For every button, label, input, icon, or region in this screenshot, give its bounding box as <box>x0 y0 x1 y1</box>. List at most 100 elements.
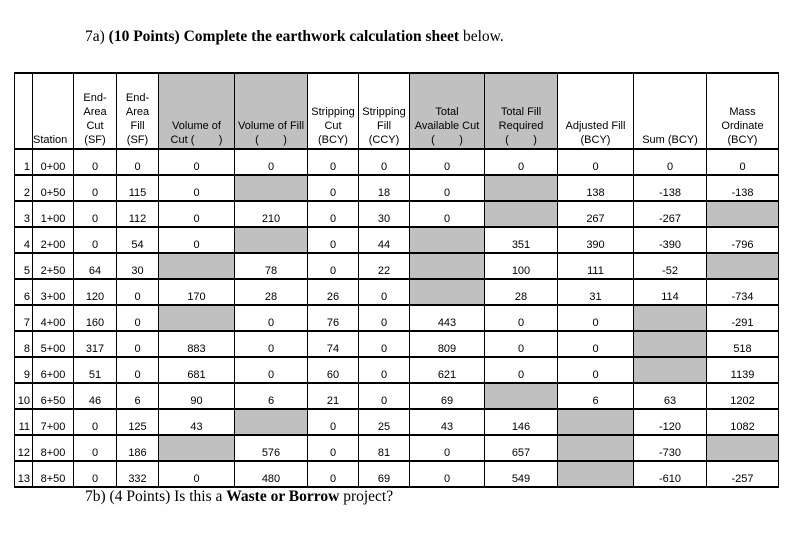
row-number: 6 <box>14 278 33 306</box>
table-cell: 0 <box>557 304 634 332</box>
table-cell: 576 <box>234 434 308 462</box>
row-number: 13 <box>14 460 33 488</box>
table-cell: 0 <box>358 278 410 306</box>
table-cell: 0 <box>158 200 235 228</box>
table-cell: 100 <box>484 252 558 280</box>
table-cell: 2+50 <box>32 252 74 280</box>
shaded-blank-cell <box>158 304 235 332</box>
table-cell: 0 <box>706 148 779 176</box>
column-header: Mass Ordinate (BCY) <box>706 72 779 150</box>
table-cell: 31 <box>557 278 634 306</box>
shaded-blank-cell <box>484 174 558 202</box>
table-cell: 6 <box>234 382 308 410</box>
table-row: 11 7+00 0 125 43 0 25 43 146 -120 1082 <box>14 408 779 436</box>
table-cell: 0 <box>409 174 485 202</box>
shaded-blank-cell <box>706 434 779 462</box>
table-cell: 0 <box>73 200 117 228</box>
table-cell: 90 <box>158 382 235 410</box>
table-cell: 7+00 <box>32 408 74 436</box>
table-cell: 74 <box>307 330 359 358</box>
table-cell: 6 <box>116 382 159 410</box>
question-text: below. <box>459 28 504 45</box>
table-cell: 0 <box>234 148 308 176</box>
column-header: Stripping Fill (CCY) <box>358 72 410 150</box>
table-cell: 0 <box>158 174 235 202</box>
table-cell: 125 <box>116 408 159 436</box>
question-label: 7a) <box>85 28 105 45</box>
column-header: Adjusted Fill (BCY) <box>557 72 634 150</box>
table-cell: 0 <box>73 174 117 202</box>
table-cell: 69 <box>409 382 485 410</box>
table-cell: 6 <box>557 382 634 410</box>
table-cell: 0 <box>358 304 410 332</box>
table-cell: 0 <box>358 356 410 384</box>
table-cell: 480 <box>234 460 308 488</box>
table-cell: -267 <box>633 200 707 228</box>
table-cell: 0 <box>358 148 410 176</box>
question-7b: 7b) (4 Points) Is this a Waste or Borrow… <box>85 488 393 506</box>
table-cell: 681 <box>158 356 235 384</box>
table-cell: 28 <box>234 278 308 306</box>
shaded-blank-cell <box>158 252 235 280</box>
table-cell: -52 <box>633 252 707 280</box>
table-cell: 210 <box>234 200 308 228</box>
table-cell: 186 <box>116 434 159 462</box>
table-cell: 0 <box>557 356 634 384</box>
table-row: 7 4+00 160 0 0 76 0 443 0 0 -291 <box>14 304 779 332</box>
table-cell: 0 <box>158 460 235 488</box>
table-cell: 43 <box>158 408 235 436</box>
column-header <box>14 72 33 150</box>
table-cell: 0 <box>358 330 410 358</box>
table-cell: -390 <box>633 226 707 254</box>
table-cell: -730 <box>633 434 707 462</box>
shaded-blank-cell <box>409 252 485 280</box>
table-cell: 138 <box>557 174 634 202</box>
table-cell: 115 <box>116 174 159 202</box>
table-row: 8 5+00 317 0 883 0 74 0 809 0 0 518 <box>14 330 779 358</box>
table-cell: 76 <box>307 304 359 332</box>
table-row: 1 0+00 0 0 0 0 0 0 0 0 0 0 0 <box>14 148 779 176</box>
table-cell: 0 <box>234 356 308 384</box>
column-header: End- Area Cut (SF) <box>73 72 117 150</box>
table-cell: -257 <box>706 460 779 488</box>
table-cell: 0 <box>307 226 359 254</box>
table-cell: -610 <box>633 460 707 488</box>
table-cell: 111 <box>557 252 634 280</box>
table-cell: 160 <box>73 304 117 332</box>
table-cell: 0 <box>73 434 117 462</box>
column-header: Total Fill Required ( ) <box>484 72 558 150</box>
table-cell: 170 <box>158 278 235 306</box>
table-cell: 1139 <box>706 356 779 384</box>
table-cell: -120 <box>633 408 707 436</box>
table-cell: 0 <box>116 330 159 358</box>
table-cell: 0+00 <box>32 148 74 176</box>
table-cell: 8+00 <box>32 434 74 462</box>
table-cell: 883 <box>158 330 235 358</box>
table-cell: -796 <box>706 226 779 254</box>
question-text-bold: Complete the earthwork calculation sheet <box>183 28 460 45</box>
table-cell: 0 <box>307 200 359 228</box>
table-cell: 351 <box>484 226 558 254</box>
table-cell: 0 <box>307 434 359 462</box>
table-cell: 0 <box>116 356 159 384</box>
table-cell: 0 <box>358 382 410 410</box>
shaded-blank-cell <box>557 408 634 436</box>
table-cell: 81 <box>358 434 410 462</box>
table-cell: 0 <box>73 148 117 176</box>
row-number: 4 <box>14 226 33 254</box>
table-cell: 114 <box>633 278 707 306</box>
shaded-blank-cell <box>234 174 308 202</box>
question-text-bold: Waste or Borrow <box>226 488 340 505</box>
table-cell: 63 <box>633 382 707 410</box>
column-header: Total Available Cut ( ) <box>409 72 485 150</box>
shaded-blank-cell <box>633 330 707 358</box>
table-cell: 0 <box>484 148 558 176</box>
shaded-blank-cell <box>409 226 485 254</box>
column-header: Volume of Fill ( ) <box>234 72 308 150</box>
table-cell: 60 <box>307 356 359 384</box>
table-cell: 54 <box>116 226 159 254</box>
table-row: 13 8+50 0 332 0 480 0 69 0 549 -610 -257 <box>14 460 779 488</box>
shaded-blank-cell <box>158 434 235 462</box>
table-cell: 0 <box>484 330 558 358</box>
table-body: 1 0+00 0 0 0 0 0 0 0 0 0 0 0 2 0+50 0 115 0 0 18 0 138 -138 -13… <box>14 148 779 488</box>
